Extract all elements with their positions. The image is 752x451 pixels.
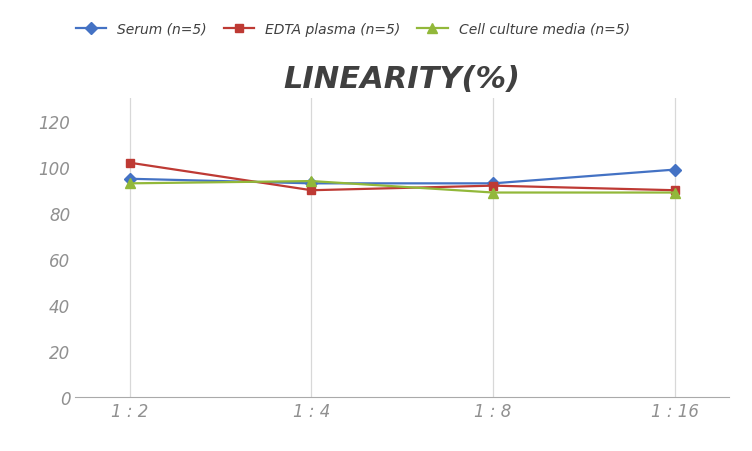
EDTA plasma (n=5) (489, 184, 498, 189)
Line: Cell culture media (n=5): Cell culture media (n=5) (125, 177, 680, 198)
Cell culture media (n=5) (307, 179, 316, 184)
Line: Serum (n=5): Serum (n=5) (126, 166, 679, 188)
EDTA plasma (n=5) (125, 161, 134, 166)
Serum (n=5) (125, 177, 134, 182)
Serum (n=5) (489, 181, 498, 187)
EDTA plasma (n=5) (671, 188, 680, 193)
Line: EDTA plasma (n=5): EDTA plasma (n=5) (126, 159, 679, 195)
Title: LINEARITY(%): LINEARITY(%) (284, 65, 521, 94)
Cell culture media (n=5) (671, 190, 680, 196)
Cell culture media (n=5) (125, 181, 134, 187)
Serum (n=5) (307, 181, 316, 187)
Cell culture media (n=5) (489, 190, 498, 196)
Legend: Serum (n=5), EDTA plasma (n=5), Cell culture media (n=5): Serum (n=5), EDTA plasma (n=5), Cell cul… (76, 23, 630, 37)
EDTA plasma (n=5) (307, 188, 316, 193)
Serum (n=5) (671, 167, 680, 173)
